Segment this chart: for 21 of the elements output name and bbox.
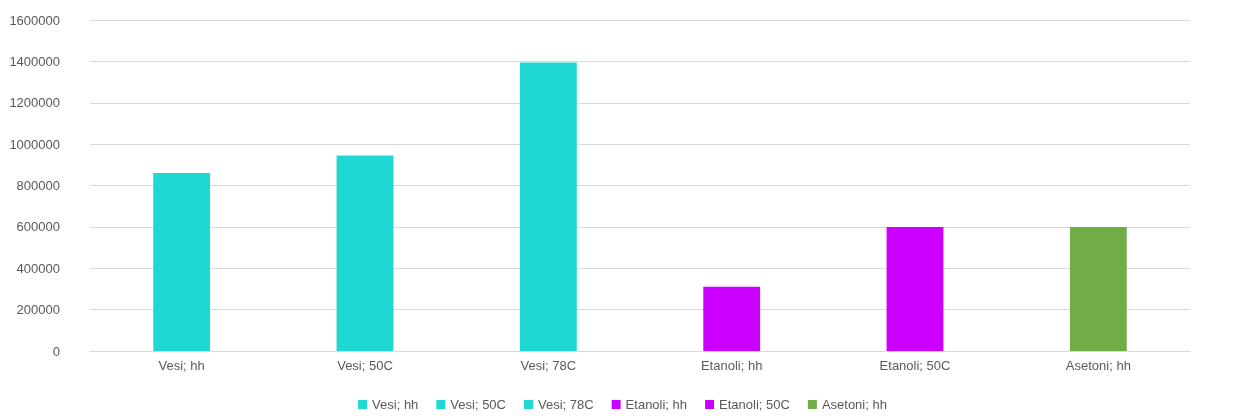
x-tick-label: Vesi; hh [158,358,205,373]
legend-label: Etanoli; hh [625,397,688,412]
legend-label: Asetoni; hh [821,397,887,412]
x-tick-label: Etanoli; hh [700,358,763,373]
y-tick-label: 200000 [16,302,60,318]
legend-label: Vesi; hh [372,397,419,412]
y-tick-label: 1400000 [9,53,60,69]
y-tick-label: 600000 [16,219,60,235]
y-tick-label: 1000000 [9,136,60,152]
x-tick-label: Vesi; 78C [520,358,577,373]
x-tick-label: Asetoni; hh [1065,358,1131,373]
y-tick-label: 0 [52,343,60,359]
legend-label: Etanoli; 50C [719,397,790,412]
y-tick-label: 400000 [16,260,60,276]
x-tick-label: Vesi; 50C [337,358,393,373]
y-tick-label: 800000 [16,178,60,193]
legend-label: Vesi; 50C [450,397,506,412]
y-tick-label: 1600000 [9,12,60,28]
y-tick-label: 1200000 [9,95,60,111]
x-tick-label: Etanoli; 50C [879,358,951,373]
legend-label: Vesi; 78C [537,397,594,412]
